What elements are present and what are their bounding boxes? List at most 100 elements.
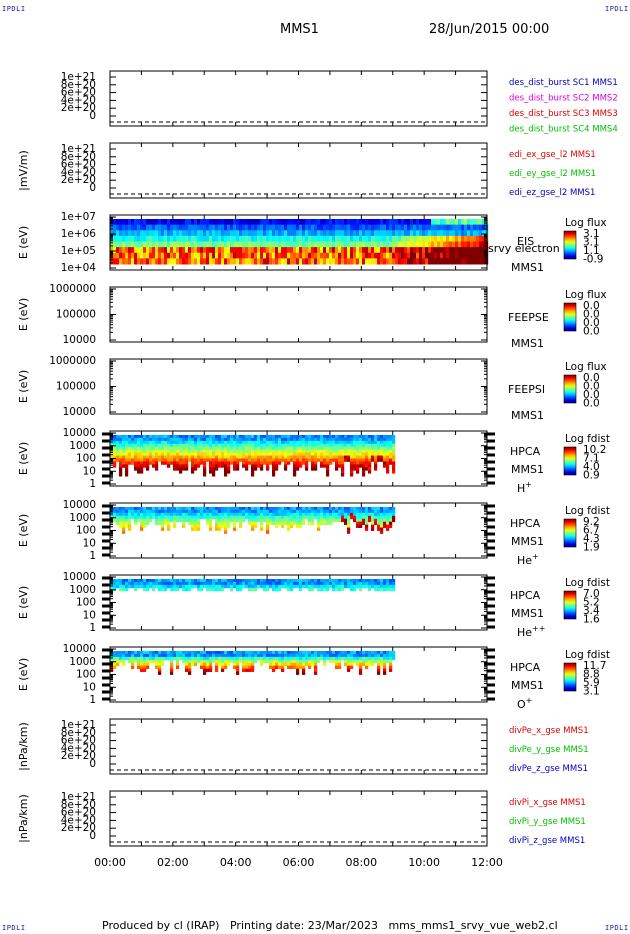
y-tick-label: 0: [89, 182, 96, 194]
instrument-label: HPCA: [510, 445, 541, 458]
y-tick-label: 1000: [69, 440, 96, 452]
colorbar-value: 0.0: [583, 398, 600, 410]
date-title: 28/Jun/2015 00:00: [429, 22, 550, 37]
footer-printing-date: Printing date: 23/Mar/2023: [229, 919, 378, 932]
legend-entry: divPi_z_gse MMS1: [509, 836, 585, 846]
y-tick-label: 4e+20: [61, 166, 96, 178]
y-tick-label: 100: [76, 669, 96, 681]
time-tick-label: 02:00: [157, 856, 189, 869]
colorbar-value: 6.7: [583, 525, 600, 537]
colorbar: [563, 230, 577, 260]
instrument-label: HPCA: [510, 589, 541, 602]
colorbar-value: 0.9: [583, 470, 600, 482]
y-tick-label: 1000: [69, 512, 96, 524]
colorbar: [563, 374, 577, 404]
legend-entry: edi_ez_gse_l2 MMS1: [509, 188, 595, 198]
y-tick-label: 6e+20: [61, 87, 96, 99]
spacecraft-label: MMS1: [511, 679, 544, 692]
colorbar-value: -0.9: [583, 254, 604, 266]
colorbar-value: 5.9: [583, 677, 600, 689]
y-tick-label: 10000: [63, 643, 96, 655]
spacecraft-title: MMS1: [280, 22, 319, 37]
colorbar: [563, 662, 577, 692]
y-tick-label: 1e+05: [61, 245, 96, 257]
y-tick-label: 10000: [63, 571, 96, 583]
legend-entry: divPi_y_gse MMS1: [509, 817, 586, 827]
panel-5: 1000000 100000 10000 E (eV) FEEPSI MMS1 Log fl…: [17, 355, 607, 422]
y-axis-label: |mV/m): [17, 150, 30, 191]
time-tick-label: 06:00: [283, 856, 315, 869]
colorbar-value: 7.0: [583, 588, 600, 600]
legend-entry: des_dist_burst SC3 MMS3: [509, 109, 618, 119]
y-tick-label: 2e+20: [61, 102, 96, 114]
legend-entry: des_dist_burst SC1 MMS1: [509, 78, 618, 88]
y-tick-label: 1000000: [49, 283, 96, 295]
colorbar-value: 3.1: [583, 237, 600, 249]
y-tick-label: 4e+20: [61, 94, 96, 106]
colorbar: [563, 446, 577, 476]
time-tick-label: 04:00: [220, 856, 252, 869]
y-tick-label: 2e+20: [61, 174, 96, 186]
y-tick-label: 100: [76, 597, 96, 609]
panel-frame: [109, 790, 488, 847]
y-tick-label: 10000: [63, 406, 96, 418]
y-tick-label: 8e+20: [61, 151, 96, 163]
colorbar: [563, 302, 577, 332]
y-tick-label: 1e+21: [61, 143, 96, 155]
y-axis-label: E (eV): [17, 514, 30, 547]
y-axis-label: E (eV): [17, 442, 30, 475]
y-tick-label: 1000: [69, 584, 96, 596]
colorbar-title: Log flux: [565, 217, 607, 229]
y-tick-label: 1e+21: [61, 719, 96, 731]
y-tick-label: 6e+20: [61, 159, 96, 171]
colorbar: [563, 518, 577, 548]
spacecraft-label: MMS1: [511, 261, 544, 274]
legend-entry: divPe_y_gse MMS1: [509, 745, 589, 755]
colorbar-value: 0.0: [583, 317, 600, 329]
colorbar-value: 0.0: [583, 372, 600, 384]
panel-frame: [109, 358, 488, 415]
instrument-label: HPCA: [510, 661, 541, 674]
y-tick-label: 2e+20: [61, 822, 96, 834]
time-tick-label: 12:00: [471, 856, 503, 869]
instrument-label: EIS: [517, 235, 534, 248]
y-axis-label: E (eV): [17, 586, 30, 619]
panel-4: 1000000 100000 10000 E (eV) FEEPSE MMS1 Log fl…: [17, 283, 607, 350]
species-label: H+: [517, 480, 532, 495]
y-axis-label: E (eV): [17, 370, 30, 403]
corner-logo-bottom-left: IPDLI: [2, 924, 26, 932]
footer-script-name: mms_mms1_srvy_vue_web2.cl: [388, 919, 558, 932]
colorbar-value: 0.0: [583, 326, 600, 338]
y-tick-label: 8e+20: [61, 79, 96, 91]
corner-logo-top-right: IPDLI: [605, 5, 629, 13]
legend-entry: divPe_z_gse MMS1: [509, 764, 588, 774]
y-tick-label: 10: [83, 465, 96, 477]
y-tick-label: 8e+20: [61, 727, 96, 739]
colorbar: [563, 590, 577, 620]
spacecraft-label: MMS1: [511, 409, 544, 422]
charge-label: ++: [532, 624, 545, 633]
y-tick-label: 10: [83, 609, 96, 621]
y-tick-label: 10000: [63, 334, 96, 346]
colorbar-value: 0.0: [583, 309, 600, 321]
y-axis-label: E (eV): [17, 226, 30, 259]
colorbar-value: 11.7: [583, 660, 606, 672]
colorbar-value: 4.3: [583, 533, 600, 545]
time-tick-label: 10:00: [408, 856, 440, 869]
charge-label: +: [532, 552, 539, 561]
corner-logo-top-left: IPDLI: [2, 5, 26, 13]
spacecraft-label: MMS1: [511, 463, 544, 476]
colorbar-value: 3.4: [583, 605, 600, 617]
colorbar-value: 0.0: [583, 300, 600, 312]
y-tick-label: 2e+20: [61, 750, 96, 762]
y-axis-label: |nPa/km): [17, 722, 30, 771]
y-tick-label: 1: [89, 550, 96, 562]
charge-label: +: [526, 696, 533, 705]
y-tick-label: 1e+06: [61, 228, 97, 240]
